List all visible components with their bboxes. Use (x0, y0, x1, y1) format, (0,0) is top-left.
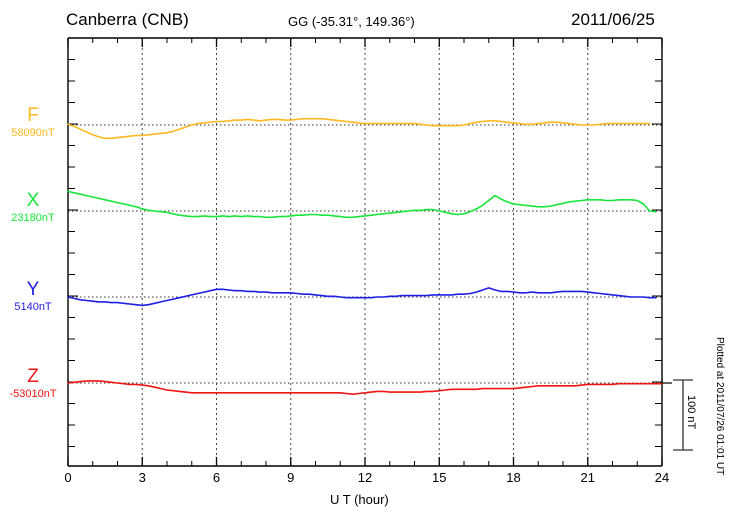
x-tick-label: 15 (432, 470, 447, 485)
plotted-at-timestamp: Plotted at 2011/07/26 01:01 UT (714, 337, 725, 476)
component-label-f: F 58090nT (0, 106, 66, 139)
x-tick-label: 21 (580, 470, 595, 485)
component-letter-x: X (26, 190, 40, 211)
observation-date: 2011/06/25 (571, 10, 655, 29)
x-tick-label: 18 (506, 470, 521, 485)
x-tick-label: 12 (357, 470, 373, 485)
component-value-y: 5140nT (14, 301, 52, 313)
component-letter-y: Y (26, 279, 40, 300)
x-tick-label: 0 (64, 470, 72, 485)
x-tick-label: 24 (654, 470, 670, 485)
component-letter-z: Z (27, 366, 39, 387)
component-value-f: 58090nT (11, 127, 55, 139)
component-value-z: -53010nT (9, 388, 57, 400)
geographic-coordinates: GG (-35.31°, 149.36°) (288, 14, 415, 29)
station-title: Canberra (CNB) (66, 10, 189, 29)
component-label-x: X 23180nT (0, 191, 66, 224)
x-tick-label: 3 (138, 470, 146, 485)
x-tick-label: 9 (287, 470, 295, 485)
x-axis-label: U T (hour) (330, 492, 389, 507)
component-letter-f: F (27, 105, 39, 126)
trace-y (67, 287, 657, 307)
component-value-x: 23180nT (11, 212, 55, 224)
trace-x (67, 190, 657, 219)
trace-f (67, 117, 651, 140)
scale-bar-label: 100 nT (685, 395, 697, 430)
component-label-y: Y 5140nT (0, 280, 66, 313)
trace-z (67, 380, 663, 396)
component-label-z: Z -53010nT (0, 367, 66, 400)
x-tick-label: 6 (212, 470, 221, 485)
